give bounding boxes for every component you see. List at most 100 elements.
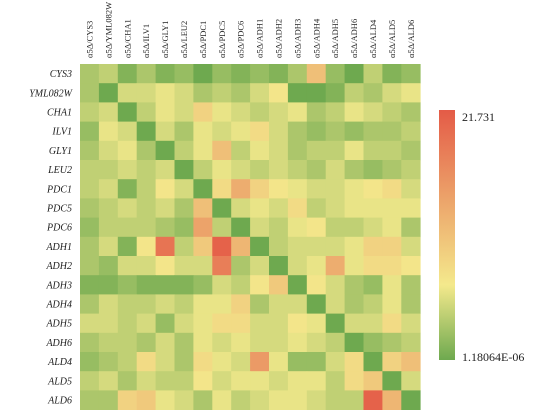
heatmap-cell bbox=[269, 140, 289, 161]
heatmap-cell bbox=[231, 390, 251, 410]
heatmap-cell bbox=[344, 256, 364, 276]
heatmap-cell bbox=[117, 352, 138, 372]
heatmap-cell bbox=[382, 217, 402, 238]
heatmap-cell bbox=[344, 352, 364, 372]
heatmap-cell bbox=[250, 256, 270, 276]
heatmap-cell bbox=[325, 140, 345, 161]
heatmap-cell bbox=[382, 179, 402, 199]
row-label: ADH4 bbox=[45, 300, 72, 311]
heatmap-cell bbox=[401, 198, 421, 218]
heatmap-cell bbox=[174, 102, 194, 122]
heatmap-cell bbox=[287, 102, 308, 122]
heatmap-cell bbox=[80, 83, 100, 103]
row-label: PDC5 bbox=[46, 204, 72, 215]
heatmap-cell bbox=[98, 140, 119, 161]
row-label: ADH1 bbox=[45, 242, 72, 253]
column-label: α5Δ/PDC5 bbox=[217, 21, 227, 58]
heatmap-cell bbox=[117, 294, 138, 314]
heatmap-cell bbox=[287, 83, 308, 103]
heatmap-cell bbox=[344, 160, 364, 180]
heatmap-cell bbox=[344, 217, 364, 238]
heatmap-cell bbox=[136, 83, 156, 103]
heatmap-cell bbox=[250, 275, 270, 295]
column-label: α5Δ/ADH4 bbox=[311, 18, 321, 58]
heatmap-cell bbox=[155, 64, 175, 84]
column-label: α5Δ/PDC1 bbox=[198, 21, 208, 58]
heatmap-cell bbox=[325, 390, 345, 410]
row-label: ADH3 bbox=[45, 280, 72, 291]
heatmap-cell bbox=[363, 352, 383, 372]
heatmap-cell bbox=[231, 371, 251, 391]
heatmap-cell bbox=[269, 294, 289, 314]
row-label: CYS3 bbox=[50, 69, 72, 80]
heatmap-cell bbox=[136, 313, 156, 334]
heatmap-cell bbox=[325, 256, 345, 276]
heatmap-cell bbox=[193, 332, 213, 353]
heatmap-cell bbox=[363, 390, 383, 410]
heatmap-cell bbox=[325, 198, 345, 218]
heatmap-cell bbox=[174, 275, 194, 295]
heatmap-cell bbox=[174, 198, 194, 218]
heatmap-cell bbox=[231, 217, 251, 238]
heatmap-cell bbox=[212, 332, 232, 353]
heatmap-cell bbox=[193, 102, 213, 122]
heatmap-cell bbox=[382, 352, 402, 372]
heatmap-cell bbox=[98, 236, 119, 257]
heatmap-cell bbox=[382, 390, 402, 410]
column-label: α5Δ/ADH6 bbox=[349, 19, 359, 58]
heatmap-cell bbox=[212, 179, 232, 199]
heatmap-cell bbox=[80, 256, 100, 276]
heatmap-cell bbox=[325, 64, 345, 84]
heatmap-cell bbox=[250, 390, 270, 410]
heatmap-cell bbox=[155, 83, 175, 103]
heatmap-cell bbox=[212, 294, 232, 314]
heatmap-cell bbox=[325, 217, 345, 238]
heatmap-cell bbox=[155, 313, 175, 334]
heatmap-cell bbox=[344, 83, 364, 103]
heatmap-cell bbox=[287, 140, 308, 161]
heatmap-cell bbox=[212, 236, 232, 257]
heatmap-cell bbox=[344, 179, 364, 199]
heatmap-cell bbox=[80, 275, 100, 295]
column-label: α5Δ/ALD5 bbox=[387, 20, 397, 58]
column-label: α5Δ/CYS3 bbox=[84, 21, 94, 58]
heatmap-cell bbox=[363, 236, 383, 257]
heatmap-cell bbox=[344, 275, 364, 295]
heatmap-cell bbox=[117, 198, 138, 218]
column-label: α5Δ/ADH1 bbox=[255, 19, 265, 58]
heatmap-cell bbox=[155, 390, 175, 410]
heatmap-cell bbox=[80, 160, 100, 180]
heatmap-cell bbox=[80, 313, 100, 334]
heatmap-cell bbox=[174, 121, 194, 142]
heatmap-cell bbox=[363, 217, 383, 238]
heatmap-cell bbox=[155, 256, 175, 276]
heatmap-cell bbox=[98, 390, 119, 410]
heatmap-cell bbox=[287, 332, 308, 353]
heatmap-cell bbox=[250, 102, 270, 122]
heatmap-cell bbox=[212, 140, 232, 161]
row-label: ADH2 bbox=[45, 261, 72, 272]
heatmap-cell bbox=[287, 121, 308, 142]
heatmap-cell bbox=[212, 390, 232, 410]
heatmap-cell bbox=[98, 121, 119, 142]
heatmap-cell bbox=[287, 352, 308, 372]
heatmap-cell bbox=[306, 121, 327, 142]
heatmap-cell bbox=[325, 352, 345, 372]
heatmap-cell bbox=[117, 256, 138, 276]
heatmap-cell bbox=[250, 160, 270, 180]
heatmap-cell bbox=[136, 371, 156, 391]
scale-max-label: 21.731 bbox=[462, 110, 495, 124]
heatmap-cell bbox=[117, 236, 138, 257]
heatmap-cell bbox=[250, 294, 270, 314]
heatmap-cell bbox=[193, 390, 213, 410]
heatmap-cell bbox=[250, 332, 270, 353]
heatmap-cell bbox=[136, 236, 156, 257]
heatmap-cell bbox=[80, 140, 100, 161]
heatmap-cell bbox=[193, 217, 213, 238]
column-label: α5Δ/ALD4 bbox=[368, 19, 378, 58]
heatmap-cell bbox=[117, 179, 138, 199]
heatmap-cell bbox=[250, 83, 270, 103]
heatmap-cell bbox=[306, 102, 327, 122]
heatmap-cell bbox=[401, 121, 421, 142]
heatmap-cell bbox=[174, 83, 194, 103]
